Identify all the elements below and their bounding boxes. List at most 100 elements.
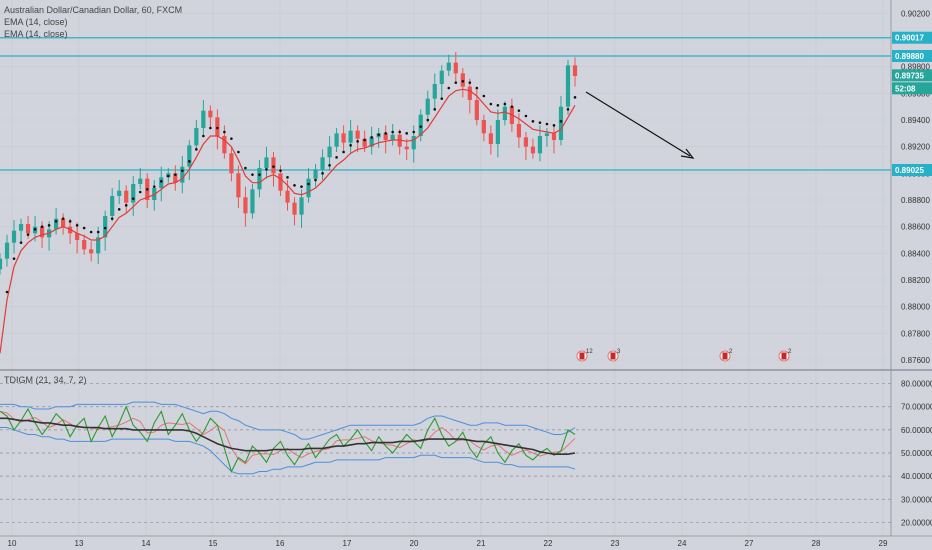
candle-body — [327, 146, 332, 158]
oscillator-tick-label: 70.000000 — [901, 403, 932, 412]
ema-dot — [195, 148, 198, 151]
ema-dot — [258, 173, 261, 176]
annotations — [585, 91, 695, 159]
level-price-tag-bg — [892, 164, 932, 176]
time-tick-label: 23 — [611, 539, 620, 548]
ema-dot — [33, 228, 37, 231]
candle-body — [0, 258, 3, 270]
oscillator-tick-label: 60.000000 — [901, 426, 932, 435]
ema-dot — [300, 185, 303, 188]
oscillator-upper-band — [0, 401, 576, 440]
ema-dot — [96, 230, 100, 234]
ema-dot — [321, 172, 324, 175]
oscillator-legend: TDIGM (21, 34, 7, 2) — [4, 375, 87, 385]
ema-dot — [166, 174, 170, 178]
legend-ema-1: EMA (14, close) — [4, 17, 68, 27]
ema-dot — [47, 224, 51, 227]
time-tick-label: 28 — [812, 539, 821, 548]
level-price-tag: 0.89025 — [895, 166, 924, 175]
candle-body — [278, 173, 283, 191]
ema-dot — [342, 150, 345, 154]
candle-body — [460, 73, 465, 87]
ema-dot — [223, 130, 226, 134]
time-tick-label: 29 — [879, 539, 888, 548]
candle-body — [390, 134, 395, 140]
price-tick-label: 0.89400 — [901, 116, 930, 125]
ema-dot — [181, 169, 184, 172]
ema-dot — [124, 204, 128, 207]
candle-body — [313, 169, 318, 179]
ema-dot — [251, 173, 254, 176]
candle-body — [82, 240, 87, 250]
price-tick-label: 0.88400 — [901, 249, 930, 258]
ema-dot — [552, 124, 556, 127]
price-tick-label: 0.88800 — [901, 196, 930, 205]
time-tick-label: 27 — [745, 539, 754, 548]
ema-dot — [117, 208, 121, 211]
timer-tag: 52:08 — [895, 84, 916, 93]
candle-body — [173, 173, 178, 183]
ema-dot — [545, 122, 549, 126]
ema-dot — [68, 220, 72, 223]
ema-dot — [370, 136, 373, 139]
ema-dot — [61, 217, 65, 220]
ema-dot — [26, 233, 30, 236]
time-tick-label: 14 — [142, 539, 151, 548]
ema-dot — [566, 108, 570, 111]
ema-dot — [426, 118, 430, 122]
event-count: 2 — [729, 349, 733, 355]
oscillator-axis: 80.000000 70.000000 60.000000 50.000000 40.0… — [901, 380, 932, 528]
ema-dot — [489, 102, 493, 106]
oscillator-signal-line — [0, 410, 576, 465]
candle-body — [299, 197, 304, 215]
candle-body — [236, 173, 241, 198]
oscillator-rsi-line — [0, 405, 576, 473]
candle-body — [39, 226, 45, 238]
ema-dot — [265, 168, 268, 171]
candle-body — [306, 178, 311, 198]
candle-body — [348, 130, 353, 143]
ema-dot — [286, 176, 289, 179]
ema-dot — [461, 80, 465, 83]
candle-body — [523, 137, 529, 147]
candle-body — [187, 145, 192, 167]
ema-dot — [272, 165, 275, 168]
ema-dot — [398, 130, 401, 134]
ema-dot — [152, 185, 156, 188]
ema-dot — [433, 108, 437, 111]
candle-body — [369, 137, 374, 147]
ema-dot — [496, 104, 500, 107]
time-tick-label: 16 — [276, 539, 285, 548]
ema-dot — [531, 120, 535, 123]
level-price-tag: 0.89880 — [895, 52, 924, 61]
ema-dot — [335, 156, 338, 159]
ema-dot — [538, 121, 542, 124]
oscillator-lower-band — [0, 427, 576, 475]
candle-body — [516, 124, 522, 138]
candle-body — [474, 100, 479, 120]
time-tick-label: 13 — [75, 539, 84, 548]
legend-ema-2: EMA (14, close) — [4, 29, 68, 39]
event-count: 2 — [788, 349, 792, 355]
ema-dot — [103, 226, 107, 230]
ema-dot — [131, 197, 135, 200]
candle-body — [271, 157, 276, 174]
ema-dot — [405, 132, 409, 135]
timer-tag-bg — [892, 82, 932, 95]
candle-body — [446, 62, 451, 71]
time-tick-label: 21 — [477, 539, 486, 548]
candle-body — [467, 86, 472, 100]
ema-dot — [573, 96, 577, 99]
ema-dot — [145, 188, 149, 191]
ema-dot — [174, 173, 177, 176]
candle-body — [201, 110, 206, 128]
price-tick-label: 0.89200 — [901, 143, 930, 152]
forecast-arrow-shaft — [585, 91, 691, 157]
ema-dot — [82, 226, 86, 230]
candle-body — [355, 130, 360, 139]
event-flag-icon — [579, 352, 585, 360]
ema-dot — [482, 94, 486, 98]
candle-body — [250, 189, 255, 214]
candle-body — [18, 224, 24, 231]
